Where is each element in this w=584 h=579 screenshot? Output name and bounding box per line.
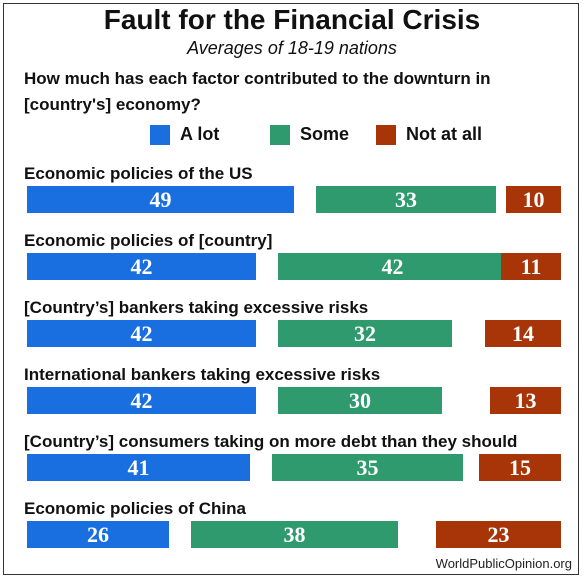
category-label: International bankers taking excessive r… (24, 365, 381, 384)
bar-a-lot: 42 (27, 387, 256, 414)
bar-some: 42 (278, 253, 507, 280)
bar-some: 32 (278, 320, 452, 347)
category-label: [Country’s] consumers taking on more deb… (24, 432, 518, 451)
bar-not-at-all: 23 (436, 521, 561, 548)
bar-not-at-all: 14 (485, 320, 561, 347)
chart-title: Fault for the Financial Crisis (103, 4, 481, 35)
chart-subtitle: Averages of 18-19 nations (187, 38, 397, 58)
bar-some: 30 (278, 387, 442, 414)
bar-some: 35 (272, 454, 463, 481)
survey-question: How much has each factor contributed to … (24, 69, 491, 114)
source-credit: WorldPublicOpinion.org (435, 556, 572, 571)
legend-label-some: Some (300, 124, 350, 144)
bar-some: 38 (191, 521, 398, 548)
legend-label-a-lot: A lot (180, 124, 220, 144)
bar-a-lot: 42 (27, 253, 256, 280)
bar-some: 33 (316, 186, 496, 213)
bar-not-at-all: 13 (490, 387, 561, 414)
legend-swatch-some (270, 125, 290, 145)
bar-not-at-all: 11 (501, 253, 561, 280)
legend-label-not-at-all: Not at all (406, 124, 483, 144)
legend-swatch-not-at-all (376, 125, 396, 145)
category-label: Economic policies of [country] (24, 231, 273, 250)
category-label: Economic policies of the US (24, 164, 253, 183)
bar-not-at-all: 15 (479, 454, 561, 481)
bar-a-lot: 42 (27, 320, 256, 347)
bar-a-lot: 49 (27, 186, 294, 213)
legend-swatch-a-lot (150, 125, 170, 145)
category-label: Economic policies of China (24, 499, 246, 518)
category-label: [Country’s] bankers taking excessive ris… (24, 298, 369, 317)
bar-not-at-all: 10 (506, 186, 561, 213)
bar-a-lot: 26 (27, 521, 169, 548)
bar-a-lot: 41 (27, 454, 250, 481)
